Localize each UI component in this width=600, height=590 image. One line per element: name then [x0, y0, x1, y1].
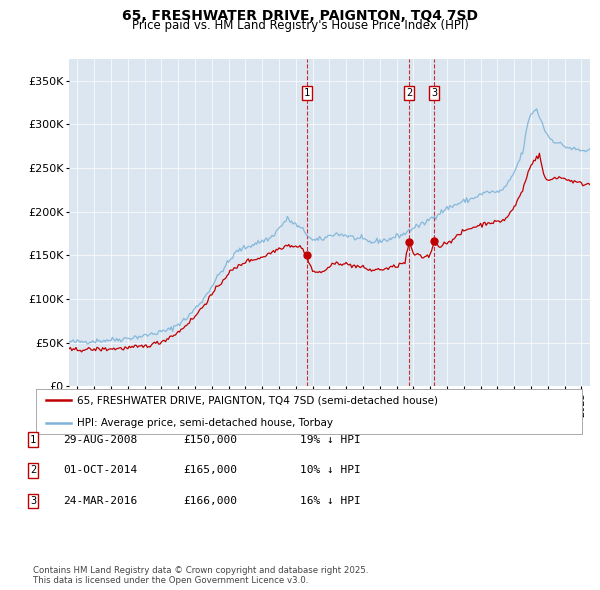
Text: 65, FRESHWATER DRIVE, PAIGNTON, TQ4 7SD: 65, FRESHWATER DRIVE, PAIGNTON, TQ4 7SD [122, 9, 478, 23]
Text: £150,000: £150,000 [183, 435, 237, 444]
Text: HPI: Average price, semi-detached house, Torbay: HPI: Average price, semi-detached house,… [77, 418, 333, 428]
Text: 16% ↓ HPI: 16% ↓ HPI [300, 496, 361, 506]
Text: 10% ↓ HPI: 10% ↓ HPI [300, 466, 361, 475]
Text: 2: 2 [30, 466, 36, 475]
Text: 3: 3 [30, 496, 36, 506]
Text: £166,000: £166,000 [183, 496, 237, 506]
Text: 1: 1 [304, 88, 310, 99]
Text: Price paid vs. HM Land Registry's House Price Index (HPI): Price paid vs. HM Land Registry's House … [131, 19, 469, 32]
Text: 2: 2 [406, 88, 412, 99]
Text: 3: 3 [431, 88, 437, 99]
Text: 19% ↓ HPI: 19% ↓ HPI [300, 435, 361, 444]
Text: 65, FRESHWATER DRIVE, PAIGNTON, TQ4 7SD (semi-detached house): 65, FRESHWATER DRIVE, PAIGNTON, TQ4 7SD … [77, 395, 438, 405]
Text: £165,000: £165,000 [183, 466, 237, 475]
Text: Contains HM Land Registry data © Crown copyright and database right 2025.
This d: Contains HM Land Registry data © Crown c… [33, 566, 368, 585]
Text: 29-AUG-2008: 29-AUG-2008 [63, 435, 137, 444]
Text: 01-OCT-2014: 01-OCT-2014 [63, 466, 137, 475]
Text: 1: 1 [30, 435, 36, 444]
Text: 24-MAR-2016: 24-MAR-2016 [63, 496, 137, 506]
